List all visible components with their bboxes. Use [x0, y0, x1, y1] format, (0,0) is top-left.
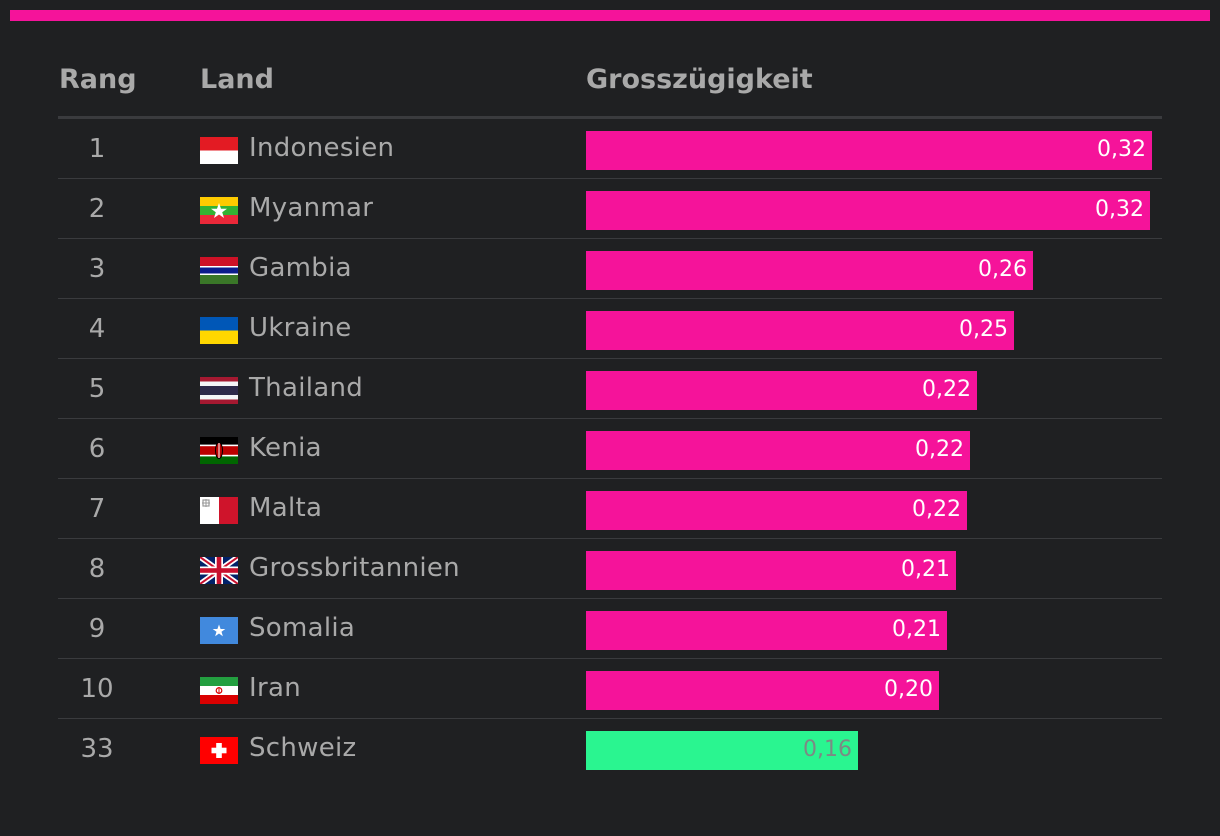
generosity-bar: [586, 251, 1033, 290]
column-header-country: Land: [200, 64, 274, 95]
table-row: 6 Kenia 0,22: [58, 419, 1162, 479]
header-divider: [58, 116, 1162, 119]
generosity-bar: [586, 191, 1150, 230]
country-name: Indonesien: [249, 133, 395, 163]
column-header-rank: Rang: [59, 64, 137, 95]
rank-label: 5: [88, 374, 106, 404]
generosity-bar: [586, 611, 947, 650]
country-name: Somalia: [249, 613, 356, 643]
flag-kenya-icon: [200, 437, 238, 464]
table-row: 33 Schweiz 0,16: [58, 719, 1162, 778]
flag-switzerland-icon: [200, 737, 238, 764]
generosity-bar: [586, 731, 858, 770]
country-name: Malta: [249, 493, 323, 523]
table-row: 5 Thailand 0,22: [58, 359, 1162, 419]
value-label: 0,20: [884, 677, 933, 702]
country-name: Kenia: [249, 433, 322, 463]
generosity-bar: [586, 371, 977, 410]
value-label: 0,26: [978, 257, 1027, 282]
country-name: Myanmar: [249, 193, 374, 223]
rank-label: 8: [88, 554, 106, 584]
flag-somalia-icon: [200, 617, 238, 644]
table-row: 10 Iran 0,20: [58, 659, 1162, 719]
country-name: Grossbritannien: [249, 553, 460, 583]
country-name: Iran: [249, 673, 301, 703]
value-label: 0,21: [892, 617, 941, 642]
value-label: 0,22: [915, 437, 964, 462]
rank-label: 6: [88, 434, 106, 464]
generosity-bar: [586, 311, 1014, 350]
table-body: 1 Indonesien 0,32 2 Myanmar 0,32 3 Gambia 0,26 4 U…: [58, 119, 1162, 778]
value-label: 0,32: [1097, 137, 1146, 162]
ranking-table: Rang Land Grosszügigkeit 1 Indonesien 0,32…: [58, 58, 1162, 778]
country-name: Ukraine: [249, 313, 352, 343]
table-row: 7 Malta 0,22: [58, 479, 1162, 539]
flag-iran-icon: [200, 677, 238, 704]
rank-label: 3: [88, 254, 106, 284]
rank-label: 7: [88, 494, 106, 524]
table-row: 9 Somalia 0,21: [58, 599, 1162, 659]
column-header-generosity: Grosszügigkeit: [586, 64, 813, 95]
table-row: 1 Indonesien 0,32: [58, 119, 1162, 179]
country-name: Schweiz: [249, 733, 357, 763]
rank-label: 2: [88, 194, 106, 224]
flag-indonesia-icon: [200, 137, 238, 164]
generosity-bar: [586, 491, 967, 530]
rank-label: 4: [88, 314, 106, 344]
flag-uk-icon: [200, 557, 238, 584]
value-label: 0,22: [912, 497, 961, 522]
flag-malta-icon: [200, 497, 238, 524]
flag-myanmar-icon: [200, 197, 238, 224]
table-header: Rang Land Grosszügigkeit: [58, 58, 1162, 116]
table-row: 2 Myanmar 0,32: [58, 179, 1162, 239]
country-name: Gambia: [249, 253, 352, 283]
accent-top-bar: [10, 10, 1210, 21]
flag-gambia-icon: [200, 257, 238, 284]
generosity-bar: [586, 551, 956, 590]
flag-thailand-icon: [200, 377, 238, 404]
value-label: 0,22: [922, 377, 971, 402]
value-label: 0,25: [959, 317, 1008, 342]
rank-label: 33: [80, 734, 114, 764]
country-name: Thailand: [249, 373, 364, 403]
flag-ukraine-icon: [200, 317, 238, 344]
value-label: 0,32: [1095, 197, 1144, 222]
rank-label: 10: [80, 674, 114, 704]
rank-label: 1: [88, 134, 106, 164]
generosity-bar: [586, 671, 939, 710]
table-row: 8 Grossbritannien 0,21: [58, 539, 1162, 599]
value-label: 0,21: [901, 557, 950, 582]
table-row: 3 Gambia 0,26: [58, 239, 1162, 299]
generosity-bar: [586, 131, 1152, 170]
generosity-bar: [586, 431, 970, 470]
value-label: 0,16: [803, 737, 852, 762]
rank-label: 9: [88, 614, 106, 644]
table-row: 4 Ukraine 0,25: [58, 299, 1162, 359]
